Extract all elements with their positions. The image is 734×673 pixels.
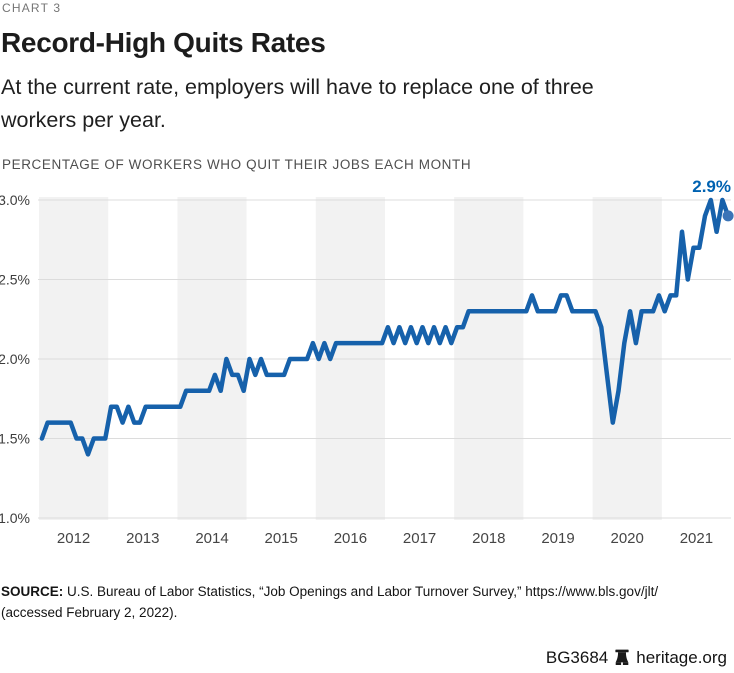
x-tick-2017: 2017 bbox=[403, 530, 436, 547]
y-tick-2.5%: 2.5% bbox=[0, 272, 30, 288]
quits-rate-line bbox=[39, 197, 731, 457]
x-tick-2020: 2020 bbox=[611, 530, 644, 547]
chart-number-kicker: CHART 3 bbox=[2, 1, 62, 15]
x-tick-2019: 2019 bbox=[541, 530, 574, 547]
x-tick-2018: 2018 bbox=[472, 530, 505, 547]
y-tick-3.0%: 3.0% bbox=[0, 192, 30, 208]
source-line2: (accessed February 2, 2022). bbox=[1, 604, 178, 620]
source-label: SOURCE: bbox=[1, 584, 64, 599]
x-tick-2013: 2013 bbox=[126, 530, 159, 547]
x-tick-2015: 2015 bbox=[265, 530, 298, 547]
site-name: heritage.org bbox=[636, 647, 727, 667]
source-line1: SOURCE: U.S. Bureau of Labor Statistics,… bbox=[1, 582, 658, 603]
end-point-dot bbox=[722, 210, 734, 222]
x-tick-2021: 2021 bbox=[680, 530, 713, 547]
end-value-label: 2.9% bbox=[692, 177, 731, 196]
chart-subtitle: At the current rate, employers will have… bbox=[1, 71, 594, 137]
source-note: SOURCE: U.S. Bureau of Labor Statistics,… bbox=[1, 582, 658, 623]
chart-subtitle-line1: At the current rate, employers will have… bbox=[1, 75, 594, 99]
x-tick-2016: 2016 bbox=[334, 530, 367, 547]
liberty-bell-icon bbox=[615, 649, 629, 665]
page-title: Record-High Quits Rates bbox=[1, 27, 326, 58]
report-credit: BG3684 heritage.org bbox=[546, 648, 727, 667]
x-tick-2012: 2012 bbox=[57, 530, 90, 547]
source-text: U.S. Bureau of Labor Statistics, “Job Op… bbox=[67, 584, 659, 599]
chart-subtitle-line2: workers per year. bbox=[1, 108, 166, 132]
chart-area: 3.0% 2.5% 2.0% 1.5% 1.0% 2012 2013 2014 2015 2016… bbox=[0, 177, 734, 547]
y-axis-description: PERCENTAGE OF WORKERS WHO QUIT THEIR JOB… bbox=[2, 157, 472, 172]
report-id: BG3684 bbox=[545, 647, 609, 667]
quits-rate-chart: 3.0% 2.5% 2.0% 1.5% 1.0% 2012 2013 2014 2015 2016… bbox=[0, 177, 734, 547]
y-tick-1.5%: 1.5% bbox=[0, 431, 30, 447]
x-tick-2014: 2014 bbox=[195, 530, 228, 547]
y-tick-2.0%: 2.0% bbox=[0, 351, 30, 367]
y-tick-1.0%: 1.0% bbox=[0, 510, 30, 526]
